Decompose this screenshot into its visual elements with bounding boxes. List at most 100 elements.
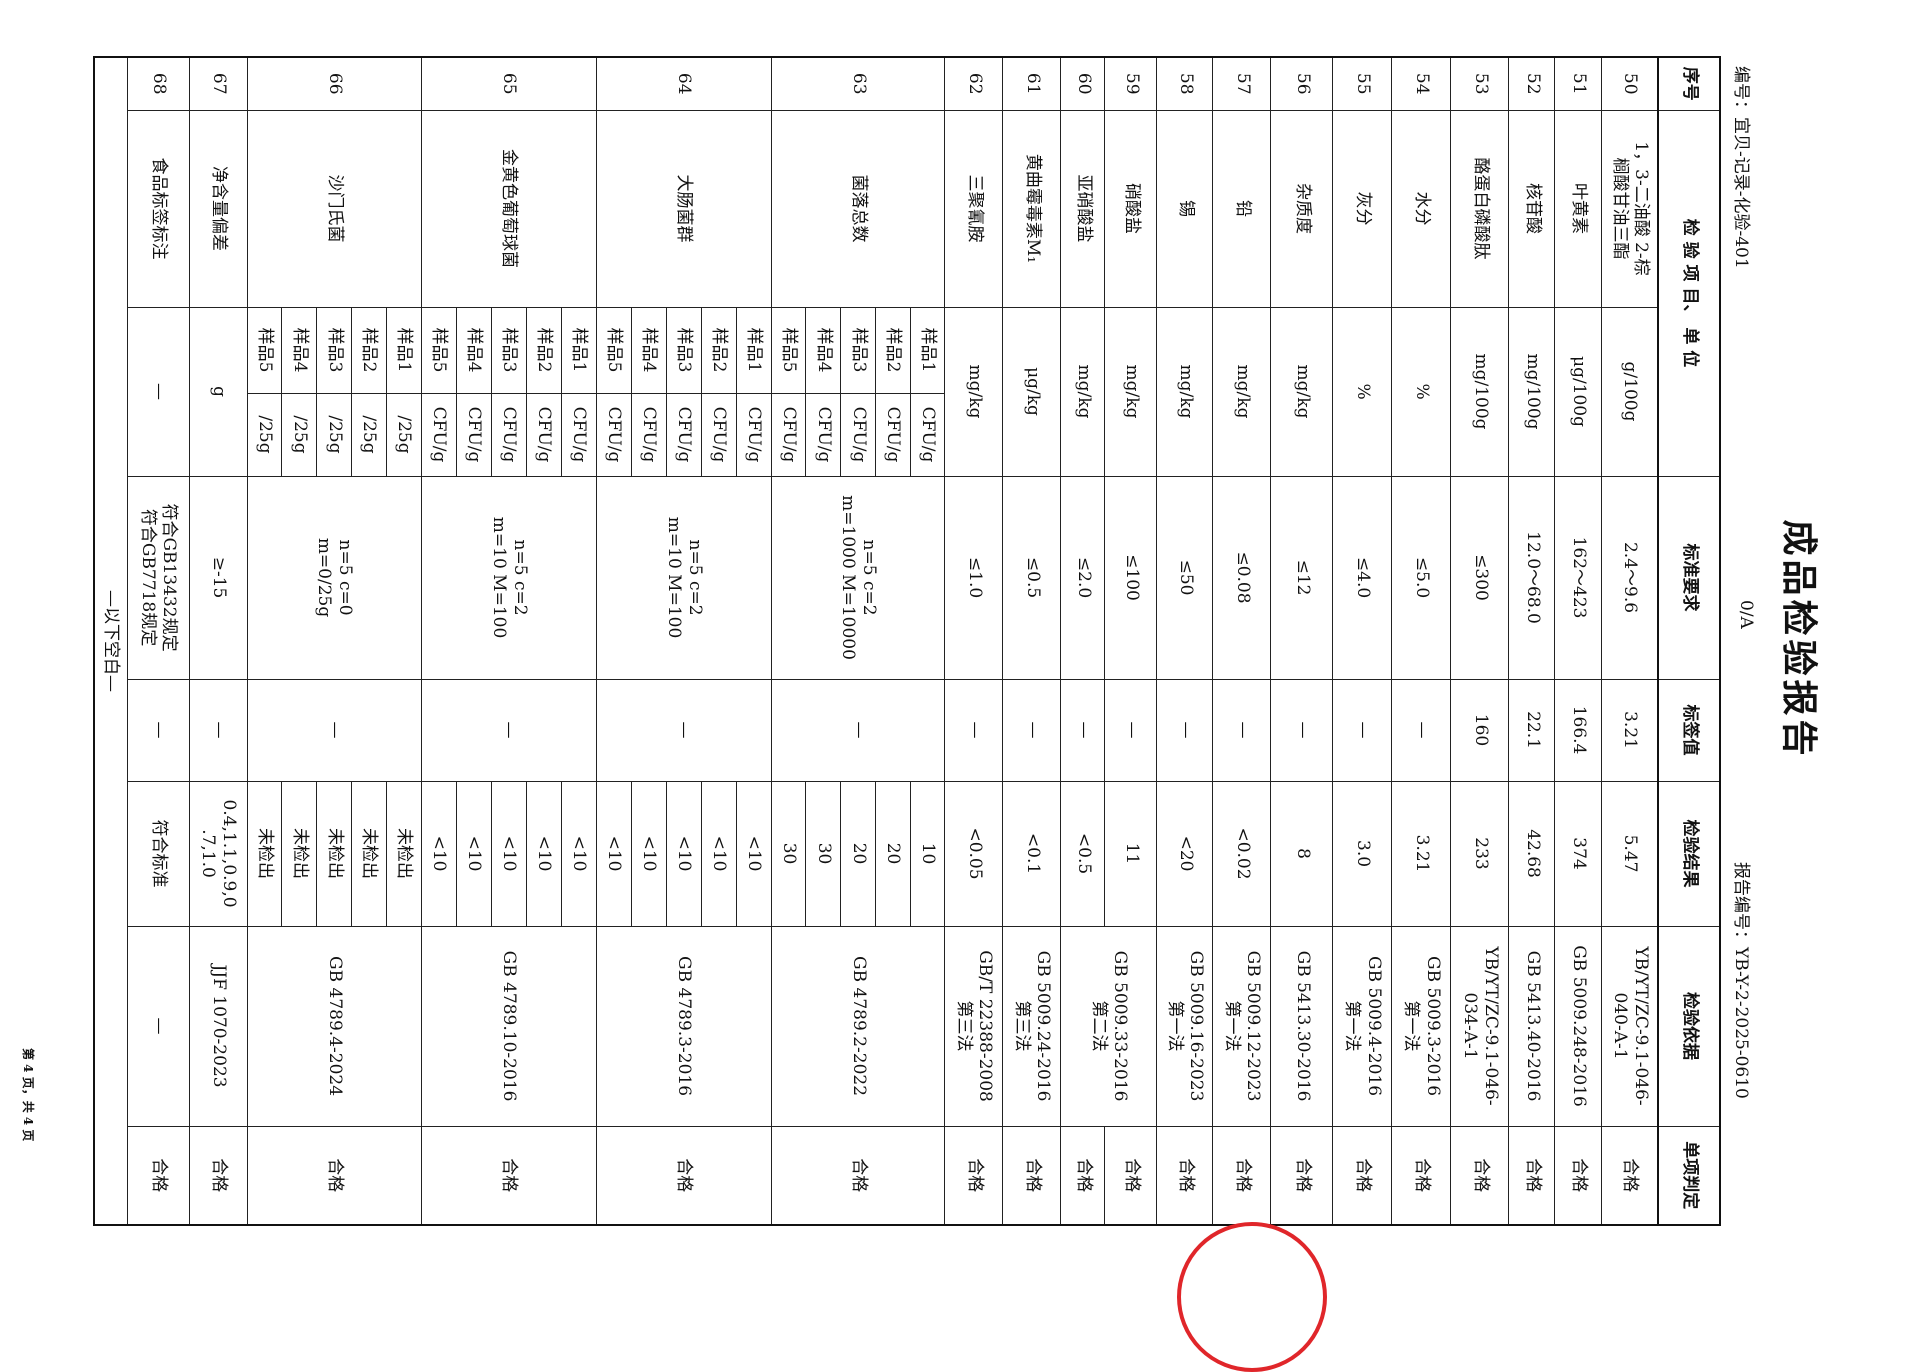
test-item: 菌落总数 xyxy=(771,110,945,307)
row-number: 63 xyxy=(771,57,945,110)
test-method: GB 5009.4-2016 第一法 xyxy=(1333,926,1392,1127)
table-row-sample: 64 大肠菌群 样品1 CFU/g n=5 c=2 m=10 M=100— <10 GB 4… xyxy=(596,57,772,1226)
test-method: YB/YT/ZC-9.1-046- 034-A-1 xyxy=(1451,926,1509,1127)
test-method: GB/T 22388-2008 第三法 xyxy=(945,926,1003,1127)
unit: % xyxy=(1333,307,1392,477)
test-result: <20 xyxy=(1157,781,1213,927)
table-row-sample: 65 金黄色葡萄球菌 样品1 CFU/g n=5 c=2 m=10 M=100— <10 G… xyxy=(421,57,597,1226)
sample-label: 样品5 xyxy=(771,307,806,393)
unit: μg/100g xyxy=(1555,307,1602,477)
sample-unit: /25g xyxy=(247,393,282,477)
sample-label: 样品5 xyxy=(421,307,457,393)
verdict: 合格 xyxy=(1105,1126,1157,1226)
unit: % xyxy=(1392,307,1451,477)
version: 0/A xyxy=(1736,600,1756,629)
sample-label: 样品3 xyxy=(491,307,527,393)
label-value: — xyxy=(1333,679,1392,782)
label-value: — xyxy=(1271,679,1333,782)
label-value: — xyxy=(421,679,597,782)
standard-requirement: n=5 c=2 m=10 M=100 xyxy=(596,476,772,680)
sample-result: <10 xyxy=(526,781,562,927)
table-row: 54 水分% ≤5.0—3.21 GB 5009.3-2016 第一法 合格 xyxy=(1392,57,1451,1226)
unit: mg/100g xyxy=(1451,307,1509,477)
sample-result: <10 xyxy=(491,781,527,927)
label-value: — xyxy=(189,679,248,782)
test-item: 锡 xyxy=(1157,110,1213,307)
standard-requirement: ≤2.0 xyxy=(1061,476,1105,680)
sample-result: <10 xyxy=(666,781,702,927)
test-result: 5.47 xyxy=(1602,781,1658,927)
verdict: 合格 xyxy=(189,1126,248,1226)
sample-label: 样品2 xyxy=(351,307,387,393)
sample-result: <10 xyxy=(421,781,457,927)
test-item: 灰分 xyxy=(1333,110,1392,307)
test-result: 符合标准 xyxy=(127,781,190,927)
test-result: 374 xyxy=(1555,781,1602,927)
row-number: 58 xyxy=(1157,57,1213,110)
test-item: 食品标签标注 xyxy=(127,110,190,307)
sample-result: <10 xyxy=(456,781,492,927)
col-header-standard: 标准要求 xyxy=(1658,476,1720,680)
test-method: YB/YT/ZC-9.1-046- 040-A-1 xyxy=(1602,926,1658,1127)
unit: mg/kg xyxy=(945,307,1003,477)
label-value: — xyxy=(247,679,422,782)
test-item: 铅 xyxy=(1213,110,1271,307)
row-number: 52 xyxy=(1509,57,1555,110)
end-note: —以下空白— xyxy=(94,57,128,1226)
test-method: GB 4789.10-2016 xyxy=(421,926,597,1127)
test-method: GB 5009.33-2016 第二法 xyxy=(1061,926,1157,1127)
label-value: — xyxy=(1157,679,1213,782)
sample-label: 样品4 xyxy=(631,307,667,393)
col-header-method: 检验依据 xyxy=(1658,926,1720,1127)
unit: mg/kg xyxy=(1157,307,1213,477)
row-number: 62 xyxy=(945,57,1003,110)
row-number: 56 xyxy=(1271,57,1333,110)
standard-requirement: n=5 c=0 m=0/25g xyxy=(247,476,422,680)
label-value: 166.4 xyxy=(1555,679,1602,782)
test-method: GB 4789.2-2022 xyxy=(771,926,945,1127)
row-number: 61 xyxy=(1003,57,1061,110)
verdict: 合格 xyxy=(1555,1126,1602,1226)
row-number: 67 xyxy=(189,57,248,110)
unit: μg/kg xyxy=(1003,307,1061,477)
sample-label: 样品2 xyxy=(526,307,562,393)
table-row: 67 净含量偏差 g ≥-15—0.4,1.1,0.9,0 .7,1.0 JJF 107… xyxy=(189,57,248,1226)
sample-label: 样品3 xyxy=(840,307,876,393)
table-row: 57 铅 mg/kg ≤0.08— <0.02 GB 5009.12-2023 第一法 合格 xyxy=(1213,57,1271,1226)
sample-unit: /25g xyxy=(281,393,317,477)
test-item: 叶黄素 xyxy=(1555,110,1602,307)
sample-result: <10 xyxy=(561,781,597,927)
standard-requirement: 符合GB13432规定 符合GB7718规定 xyxy=(127,476,190,680)
test-item: 杂质度 xyxy=(1271,110,1333,307)
verdict: 合格 xyxy=(247,1126,422,1226)
label-value: — xyxy=(1105,679,1157,782)
sample-label: 样品2 xyxy=(875,307,911,393)
label-value: — xyxy=(1003,679,1061,782)
test-item: 黄曲霉毒素M₁ xyxy=(1003,110,1061,307)
sample-unit: CFU/g xyxy=(666,393,702,477)
sample-label: 样品1 xyxy=(386,307,422,393)
verdict: 合格 xyxy=(1451,1126,1509,1226)
inspection-table: 序号检 验 项 目、 单 位标准要求 标签值 检验结果 检验依据 单项判定 50 1，3-二… xyxy=(93,56,1721,1227)
standard-requirement: n=5 c=2 m=10 M=100 xyxy=(421,476,597,680)
sample-label: 样品4 xyxy=(281,307,317,393)
table-row: 61 黄曲霉毒素M₁ μg/kg ≤0.5— <0.1 GB 5009.24-2016 第… xyxy=(1003,57,1061,1226)
verdict: 合格 xyxy=(1333,1126,1392,1226)
page-footer: 第 4 页，共 4 页 xyxy=(21,1048,35,1142)
sample-unit: CFU/g xyxy=(771,393,806,477)
test-method: GB 5413.40-2016 xyxy=(1509,926,1555,1127)
sample-result: <10 xyxy=(631,781,667,927)
sample-label: 样品5 xyxy=(596,307,632,393)
test-result: 8 xyxy=(1271,781,1333,927)
standard-requirement: ≤5.0 xyxy=(1392,476,1451,680)
table-row: 68 食品标签标注 — 符合GB13432规定 符合GB7718规定 — 符合标准 — 合格 xyxy=(127,57,190,1226)
unit: mg/100g xyxy=(1509,307,1555,477)
end-row: —以下空白— xyxy=(94,57,128,1226)
verdict: 合格 xyxy=(771,1126,945,1226)
sample-result: 20 xyxy=(840,781,876,927)
sample-unit: CFU/g xyxy=(561,393,597,477)
report-number: 报告编号：YB-Y-2-2025-0610 xyxy=(1731,862,1751,1099)
row-number: 59 xyxy=(1105,57,1157,110)
test-result: 3.21 xyxy=(1392,781,1451,927)
sample-unit: CFU/g xyxy=(805,393,841,477)
